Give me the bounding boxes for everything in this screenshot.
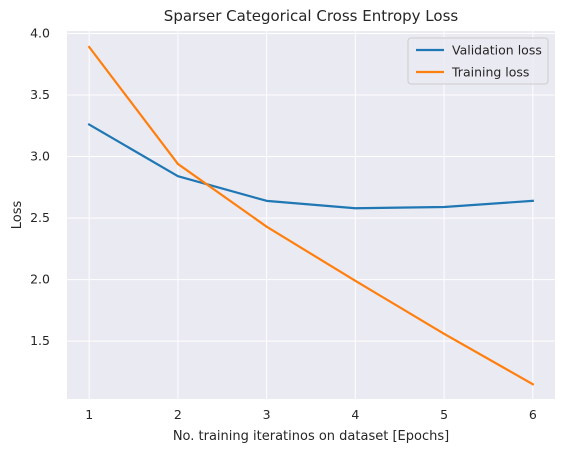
tick-labels: 1 2 3 4 5 6 1.5 2.0 2.5 3.0 3.5 4.0 xyxy=(30,25,537,422)
x-tick-label: 4 xyxy=(351,407,359,422)
chart-title: Sparser Categorical Cross Entropy Loss xyxy=(164,7,459,25)
legend-label: Training loss xyxy=(451,65,529,80)
x-tick-label: 2 xyxy=(174,407,182,422)
y-tick-label: 3.0 xyxy=(30,149,50,164)
y-axis-label: Loss xyxy=(10,201,25,230)
x-tick-label: 6 xyxy=(529,407,537,422)
series xyxy=(87,45,535,386)
x-tick-label: 3 xyxy=(263,407,271,422)
x-axis-label: No. training iteratinos on dataset [Epoc… xyxy=(173,429,449,444)
y-tick-label: 3.5 xyxy=(30,87,50,102)
x-tick-label: 5 xyxy=(440,407,448,422)
legend: Validation loss Training loss xyxy=(407,37,549,85)
grid xyxy=(67,31,555,399)
series-line-training xyxy=(87,45,535,386)
series-line-validation xyxy=(87,123,534,210)
y-tick-label: 2.0 xyxy=(30,272,50,287)
x-tick-label: 1 xyxy=(85,407,93,422)
plot-area xyxy=(67,31,555,399)
y-tick-label: 2.5 xyxy=(30,210,50,225)
y-tick-label: 4.0 xyxy=(30,25,50,40)
legend-label: Validation loss xyxy=(452,43,542,58)
y-tick-label: 1.5 xyxy=(30,333,50,348)
